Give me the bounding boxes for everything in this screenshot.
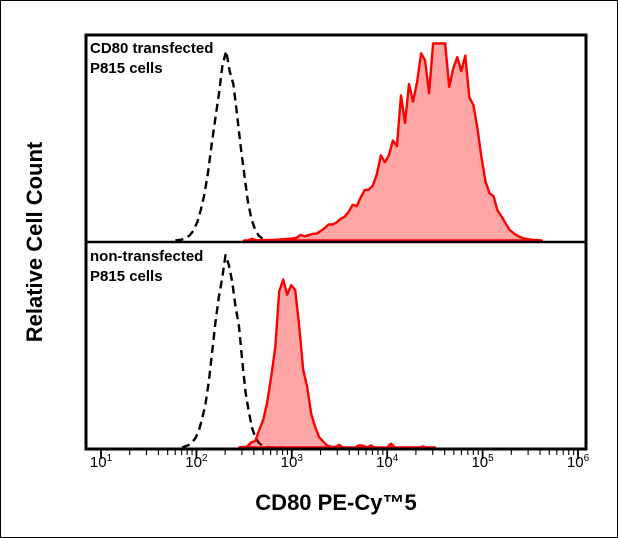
annotation-line: CD80 transfected [90,40,214,57]
annotation-line: P815 cells [90,267,163,285]
x-tick-label: 103 [280,453,303,471]
x-tick-label: 102 [185,453,208,471]
x-tick-label: 104 [376,453,399,471]
x-axis-title: CD80 PE-Cy™5 [255,490,417,515]
top-panel-cd80-pe-cy5-stained-curve [242,42,543,242]
bottom-panel-cd80-pe-cy5-stained-curve [238,278,437,449]
annotation-line: non-transfected [90,248,204,265]
y-axis-title: Relative Cell Count [22,141,47,343]
bottom-panel-annotation: non-transfected P815 cells [90,247,203,286]
top-panel-control-dashed-curve [175,49,285,242]
annotation-line: P815 cells [90,59,163,77]
x-tick-label: 105 [471,453,494,471]
x-tick-label: 101 [89,453,113,471]
x-tick-label: 106 [566,453,590,471]
top-panel-annotation: CD80 transfected P815 cells [90,39,213,78]
